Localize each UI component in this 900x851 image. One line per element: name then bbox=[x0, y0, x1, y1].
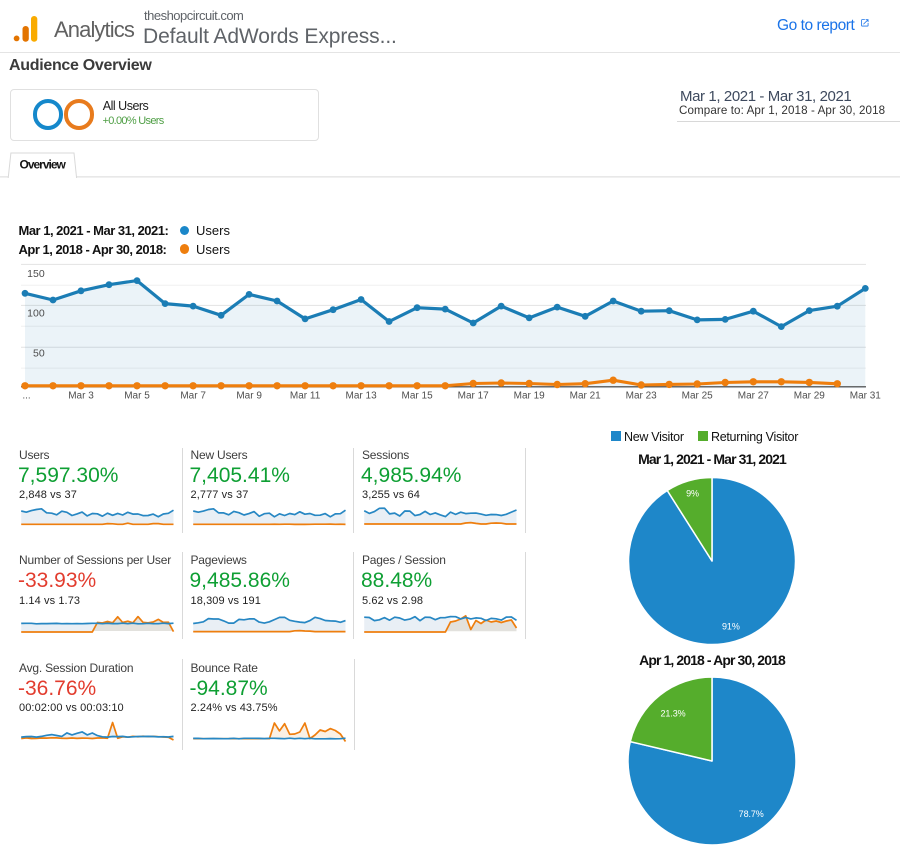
svg-text:...: ... bbox=[22, 391, 30, 402]
svg-text:Mar 7: Mar 7 bbox=[180, 391, 206, 402]
svg-text:Mar 3: Mar 3 bbox=[68, 391, 94, 402]
svg-text:Mar 11: Mar 11 bbox=[290, 391, 321, 402]
svg-text:Mar 17: Mar 17 bbox=[458, 391, 490, 402]
svg-text:Mar 13: Mar 13 bbox=[346, 391, 378, 402]
svg-text:78.7%: 78.7% bbox=[739, 809, 764, 819]
svg-text:91%: 91% bbox=[722, 621, 740, 631]
svg-text:Mar 15: Mar 15 bbox=[402, 391, 434, 402]
svg-text:21.3%: 21.3% bbox=[660, 709, 685, 719]
svg-text:50: 50 bbox=[33, 348, 45, 360]
svg-text:Mar 23: Mar 23 bbox=[626, 391, 658, 402]
svg-text:Mar 5: Mar 5 bbox=[124, 391, 150, 402]
svg-text:Mar 9: Mar 9 bbox=[236, 391, 262, 402]
svg-text:150: 150 bbox=[27, 268, 45, 280]
svg-text:100: 100 bbox=[27, 308, 45, 320]
svg-text:Mar 31: Mar 31 bbox=[850, 391, 882, 402]
svg-text:Mar 29: Mar 29 bbox=[794, 391, 826, 402]
svg-text:Mar 19: Mar 19 bbox=[514, 391, 546, 402]
svg-text:Mar 27: Mar 27 bbox=[738, 391, 770, 402]
svg-text:Overview: Overview bbox=[20, 157, 67, 171]
svg-text:9%: 9% bbox=[686, 488, 699, 498]
svg-text:Mar 21: Mar 21 bbox=[570, 391, 602, 402]
svg-text:Mar 25: Mar 25 bbox=[682, 391, 714, 402]
